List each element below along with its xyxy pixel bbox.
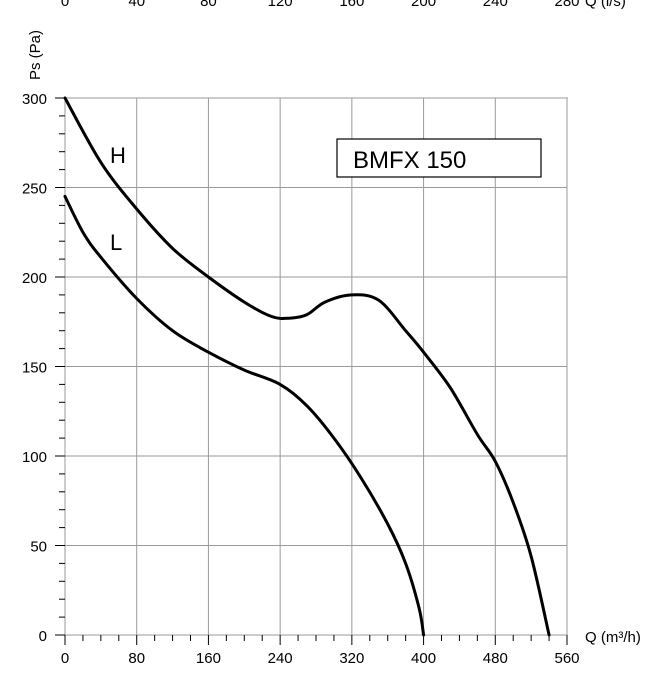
- x-axis-label: Q (m³/h): [585, 629, 641, 646]
- series-line-l: [63, 194, 426, 637]
- series-label-h: H: [110, 143, 126, 168]
- label-layer: 0 80 160 240 320 400 480 560 0 50 100 150 200 250 300 0…: [22, 0, 626, 667]
- y-tick-label: 50: [30, 539, 47, 556]
- top-axis-tick-label: 80: [200, 0, 217, 10]
- x-tick-label: 0: [61, 650, 69, 667]
- series-line-h: [63, 96, 551, 637]
- top-axis-tick-label: 40: [128, 0, 145, 10]
- y-tick-label: 150: [22, 360, 47, 377]
- y-tick-label: 100: [22, 449, 47, 466]
- top-axis-tick-label: 240: [483, 0, 508, 10]
- x-tick-label: 160: [196, 650, 221, 667]
- x-tick-label: 320: [339, 650, 364, 667]
- top-axis-tick-label: 160: [339, 0, 364, 10]
- x-tick-label: 560: [554, 650, 579, 667]
- chart-title: BMFX 150: [353, 147, 466, 174]
- top-axis-tick-label: 280: [554, 0, 579, 10]
- x-tick-label: 240: [268, 650, 293, 667]
- top-axis-tick-label: 0: [61, 0, 69, 10]
- tick-layer: [55, 97, 568, 645]
- top-axis-tick-label: 200: [411, 0, 436, 10]
- top-axis-tick-label: 120: [268, 0, 293, 10]
- y-tick-label: 250: [22, 181, 47, 198]
- x-tick-label: 80: [128, 650, 145, 667]
- x-tick-label: 480: [483, 650, 508, 667]
- grid-layer: [64, 97, 568, 636]
- chart-title-box: [336, 138, 542, 178]
- y-tick-label: 0: [39, 628, 47, 645]
- series-label-l: L: [110, 230, 122, 255]
- series-layer: [63, 96, 551, 637]
- y-tick-label: 200: [22, 270, 47, 287]
- y-axis-label: Ps (Pa): [27, 30, 44, 80]
- y-tick-label: 300: [22, 91, 47, 108]
- top-axis-label: Q (l/s): [585, 0, 626, 10]
- x-tick-label: 400: [411, 650, 436, 667]
